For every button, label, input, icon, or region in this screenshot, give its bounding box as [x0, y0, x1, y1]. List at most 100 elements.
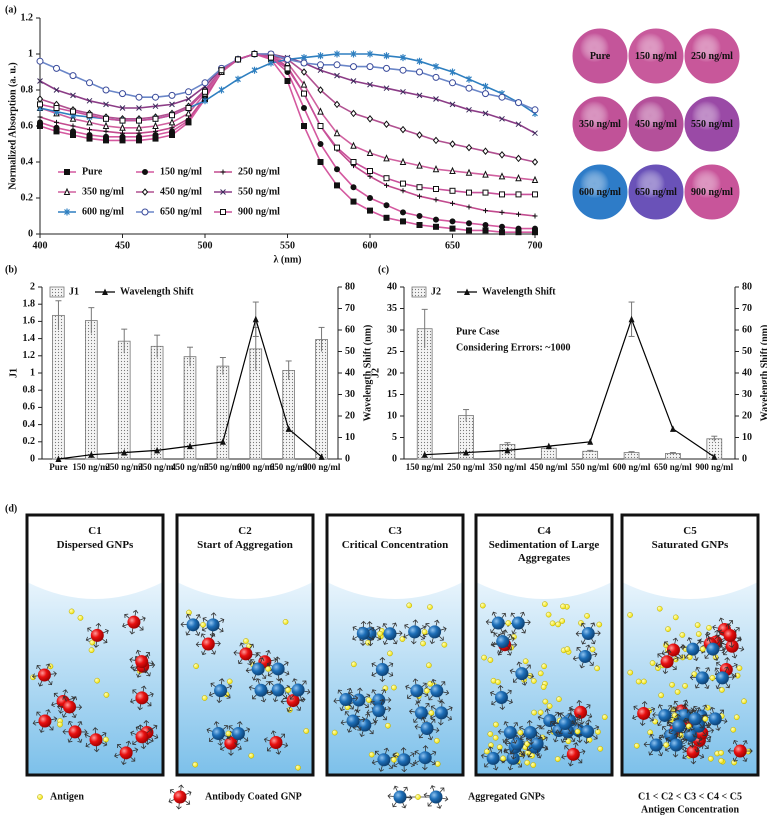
antibody — [648, 716, 654, 721]
particle — [352, 693, 366, 707]
antibody — [201, 633, 206, 640]
antibody — [681, 739, 688, 743]
antigen — [415, 794, 421, 800]
antibody-tip — [724, 657, 730, 661]
antibody-tip — [696, 741, 702, 746]
stage-title-box: Critical Concentration — [342, 539, 449, 551]
antibody-tip — [447, 715, 452, 721]
y-tick-label: 1 — [30, 367, 35, 378]
antibody-tip — [406, 694, 411, 700]
antibody-tip — [723, 651, 728, 656]
antigen — [652, 718, 659, 725]
antibody — [711, 707, 714, 714]
antibody-tip — [53, 671, 57, 677]
antibody — [578, 700, 581, 707]
antibody — [432, 679, 436, 686]
antibody-tip — [544, 708, 551, 713]
particle — [224, 736, 238, 750]
marker — [103, 101, 109, 108]
antibody — [282, 661, 289, 666]
antibody — [437, 802, 441, 809]
aggregated-gnp — [667, 713, 691, 739]
antigen — [627, 669, 634, 676]
antibody-tip — [415, 701, 421, 706]
particle — [523, 725, 537, 739]
marker — [350, 63, 357, 71]
legend-aggregate — [423, 785, 449, 809]
marker — [53, 87, 60, 93]
antibody — [248, 659, 252, 666]
antibody-tip — [667, 704, 673, 709]
antibody — [690, 724, 694, 731]
antibody — [499, 647, 502, 654]
antibody — [705, 737, 711, 742]
antibody-tip — [716, 661, 721, 667]
aggregated-gnp — [352, 712, 378, 738]
antibody-tip — [676, 735, 683, 739]
antibody — [714, 634, 720, 640]
antibody — [432, 729, 439, 731]
particle — [127, 615, 141, 629]
marker — [367, 173, 373, 179]
antibody-tip — [361, 716, 366, 723]
antibody-tip — [695, 706, 702, 711]
antibody — [413, 717, 419, 723]
antibody — [257, 678, 260, 685]
antibody — [702, 730, 707, 736]
antigen — [574, 728, 581, 735]
y-tick-label: 0.2 — [21, 192, 34, 203]
antigen — [555, 621, 561, 628]
marker — [482, 90, 489, 98]
bar — [582, 450, 599, 460]
antibody — [581, 662, 584, 668]
antigen — [487, 731, 494, 737]
antibody-tip — [49, 726, 54, 731]
antibody-tip — [719, 709, 724, 714]
antibody — [724, 666, 728, 673]
antibody-tip — [683, 699, 689, 704]
antibody-tip — [581, 640, 587, 645]
antibody — [501, 613, 506, 619]
antigen — [282, 619, 289, 625]
antibody — [403, 786, 408, 793]
y-tick-label: 30 — [387, 324, 397, 335]
marker — [70, 92, 76, 99]
antibody — [431, 705, 437, 710]
y2-tick-label: 20 — [345, 410, 355, 421]
marker — [119, 117, 126, 124]
marker — [400, 88, 406, 95]
antigen — [201, 695, 208, 701]
aggregated-gnp — [709, 666, 735, 690]
antigen — [57, 721, 63, 728]
antibody-tip — [284, 742, 289, 748]
antibody — [333, 699, 340, 702]
antibody-tip — [574, 720, 578, 727]
legend-label: 600 ng/ml — [82, 206, 124, 217]
antigen — [741, 698, 747, 705]
antibody — [527, 751, 533, 758]
antibody-tip — [186, 800, 191, 806]
aggregated-gnp — [201, 612, 225, 638]
y2-axis-label: Wavelength Shift (nm) — [759, 325, 767, 422]
antibody — [370, 721, 377, 724]
antibody — [716, 683, 721, 689]
antigen — [420, 640, 426, 647]
stage-title-box: Start of Aggregation — [197, 539, 293, 551]
antigen — [531, 709, 537, 716]
x-tick-label-box: 350 ng/ml — [488, 462, 527, 472]
antibody — [658, 750, 662, 756]
antibody — [506, 690, 512, 695]
antibody-tip — [133, 667, 138, 672]
particle — [135, 691, 149, 705]
antibody-tip — [725, 684, 731, 689]
antibody-tip — [130, 730, 135, 736]
antibody — [186, 629, 191, 636]
antibody-tip — [434, 619, 440, 624]
antibody-tip — [93, 644, 99, 648]
liquid — [476, 582, 612, 775]
antigen — [601, 714, 608, 720]
antibody-tip — [658, 752, 664, 757]
legend-label: 150 ng/ml — [160, 166, 202, 177]
x-tick-label: 350 ng/ml — [488, 462, 527, 472]
